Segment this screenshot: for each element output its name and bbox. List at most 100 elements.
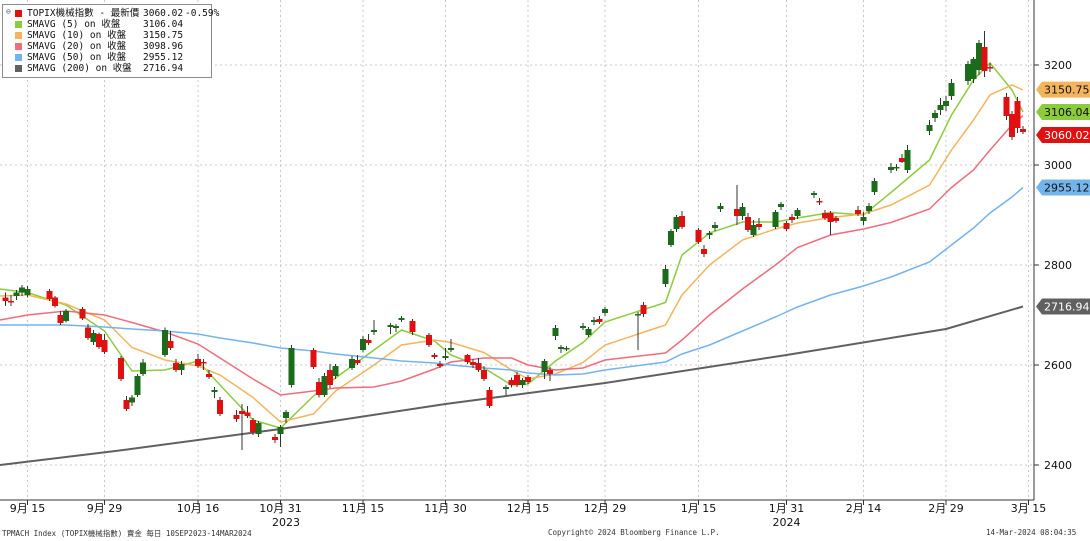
candle-body — [987, 67, 993, 69]
candle-body — [398, 318, 405, 320]
candle-body — [327, 370, 333, 385]
candle-body — [827, 213, 834, 222]
candle-body — [591, 320, 597, 322]
candle-body — [283, 412, 289, 418]
candle-body — [393, 326, 399, 328]
candle-body — [926, 125, 933, 131]
candle-body — [167, 341, 174, 348]
candle-body — [360, 339, 366, 350]
candle-body — [794, 210, 801, 216]
candle-body — [123, 400, 130, 409]
y-tick-label: 3200 — [1044, 59, 1072, 72]
candle-body — [52, 297, 58, 306]
candle-body — [860, 217, 867, 221]
candle-body — [519, 380, 526, 385]
candle-body — [101, 340, 108, 352]
price-label-value: 3150.75 — [1044, 84, 1090, 97]
candle-body — [431, 355, 438, 357]
candle-body — [750, 225, 757, 235]
candle-body — [552, 328, 559, 336]
candle-body — [332, 366, 339, 376]
ma-line — [0, 305, 1024, 466]
year-label: 2023 — [272, 516, 300, 529]
candle-body — [129, 397, 135, 403]
candle-body — [772, 212, 779, 227]
x-tick-label: 11月 30 — [424, 502, 467, 515]
y-tick-label: 2400 — [1044, 459, 1072, 472]
candle-body — [596, 319, 603, 322]
candle-body — [1020, 129, 1026, 132]
chart-legend[interactable]: ⊖ TOPIX機械指數 - 最新價 3060.02 -0.59% SMAVG (… — [2, 4, 219, 78]
candle-body — [756, 224, 762, 227]
candle-body — [310, 350, 317, 367]
candle-body — [580, 326, 586, 328]
candle-body — [1014, 101, 1021, 128]
ma-line — [0, 114, 1024, 396]
candle-body — [316, 382, 322, 395]
legend-value: 2955.12 — [143, 52, 184, 63]
candle-body — [8, 301, 14, 303]
candle-body — [442, 356, 449, 358]
candle-body — [255, 423, 262, 434]
candle-body — [866, 206, 872, 211]
legend-change: -0.59% — [185, 8, 220, 19]
candle-body — [448, 348, 454, 350]
legend-value: 3098.96 — [143, 41, 184, 52]
legend-name: SMAVG (20) on 收盤 — [27, 41, 127, 52]
collapse-icon[interactable]: ⊖ — [6, 7, 11, 16]
x-tick-label: 9月 15 — [10, 502, 46, 515]
candle-body — [558, 347, 564, 349]
candle-body — [79, 309, 86, 319]
legend-name: SMAVG (5) on 收盤 — [27, 19, 121, 30]
legend-swatch — [15, 21, 22, 28]
candle-body — [932, 113, 938, 118]
candle-body — [387, 325, 394, 327]
footer-copyright: Copyright© 2024 Bloomberg Finance L.P. — [548, 528, 720, 537]
candle-body — [426, 335, 432, 345]
candle-body — [481, 370, 487, 379]
candle-body — [464, 355, 471, 362]
candle-body — [437, 364, 443, 366]
legend-swatch — [15, 54, 22, 61]
candle-body — [211, 390, 218, 392]
candle-body — [365, 340, 372, 343]
candle-body — [981, 47, 988, 71]
x-tick-label: 12月 15 — [507, 502, 550, 515]
candle-body — [178, 364, 185, 370]
candle-body — [640, 305, 647, 314]
legend-value: 3060.02 — [143, 8, 184, 19]
candle-body — [173, 363, 179, 370]
candle-body — [134, 376, 141, 395]
candle-body — [816, 201, 823, 203]
candle-body — [2, 297, 9, 301]
candle-body — [371, 330, 377, 332]
candle-body — [899, 158, 905, 162]
candle-body — [904, 150, 911, 170]
candle-body — [541, 361, 548, 372]
price-label-value: 3106.04 — [1044, 106, 1090, 119]
price-label-tag — [1036, 298, 1090, 315]
candle-body — [63, 311, 69, 321]
candle-body — [24, 289, 31, 295]
legend-swatch — [15, 65, 22, 72]
candle-body — [288, 348, 295, 385]
x-tick-label: 12月 29 — [584, 502, 627, 515]
candle-body — [965, 64, 971, 81]
candle-body — [855, 210, 861, 214]
candle-body — [695, 230, 702, 242]
footer-source: TPMACH Index (TOPIX機械指數) 賣金 每日 10SEP2023… — [2, 529, 252, 538]
price-label-tag — [1036, 126, 1090, 143]
legend-name: SMAVG (10) on 收盤 — [27, 30, 127, 41]
candle-body — [272, 437, 278, 440]
candle-body — [1009, 114, 1015, 137]
candle-body — [778, 204, 784, 207]
price-label-tag — [1036, 179, 1090, 196]
price-labels: 3150.75 3106.04 3060.02 2955.12 2716.94 — [1036, 81, 1090, 315]
candle-body — [893, 167, 900, 169]
legend-swatch — [15, 32, 22, 39]
candle-body — [140, 362, 146, 374]
moving-average-lines — [0, 61, 1024, 466]
candle-body — [503, 387, 509, 389]
y-tick-label: 2800 — [1044, 259, 1072, 272]
